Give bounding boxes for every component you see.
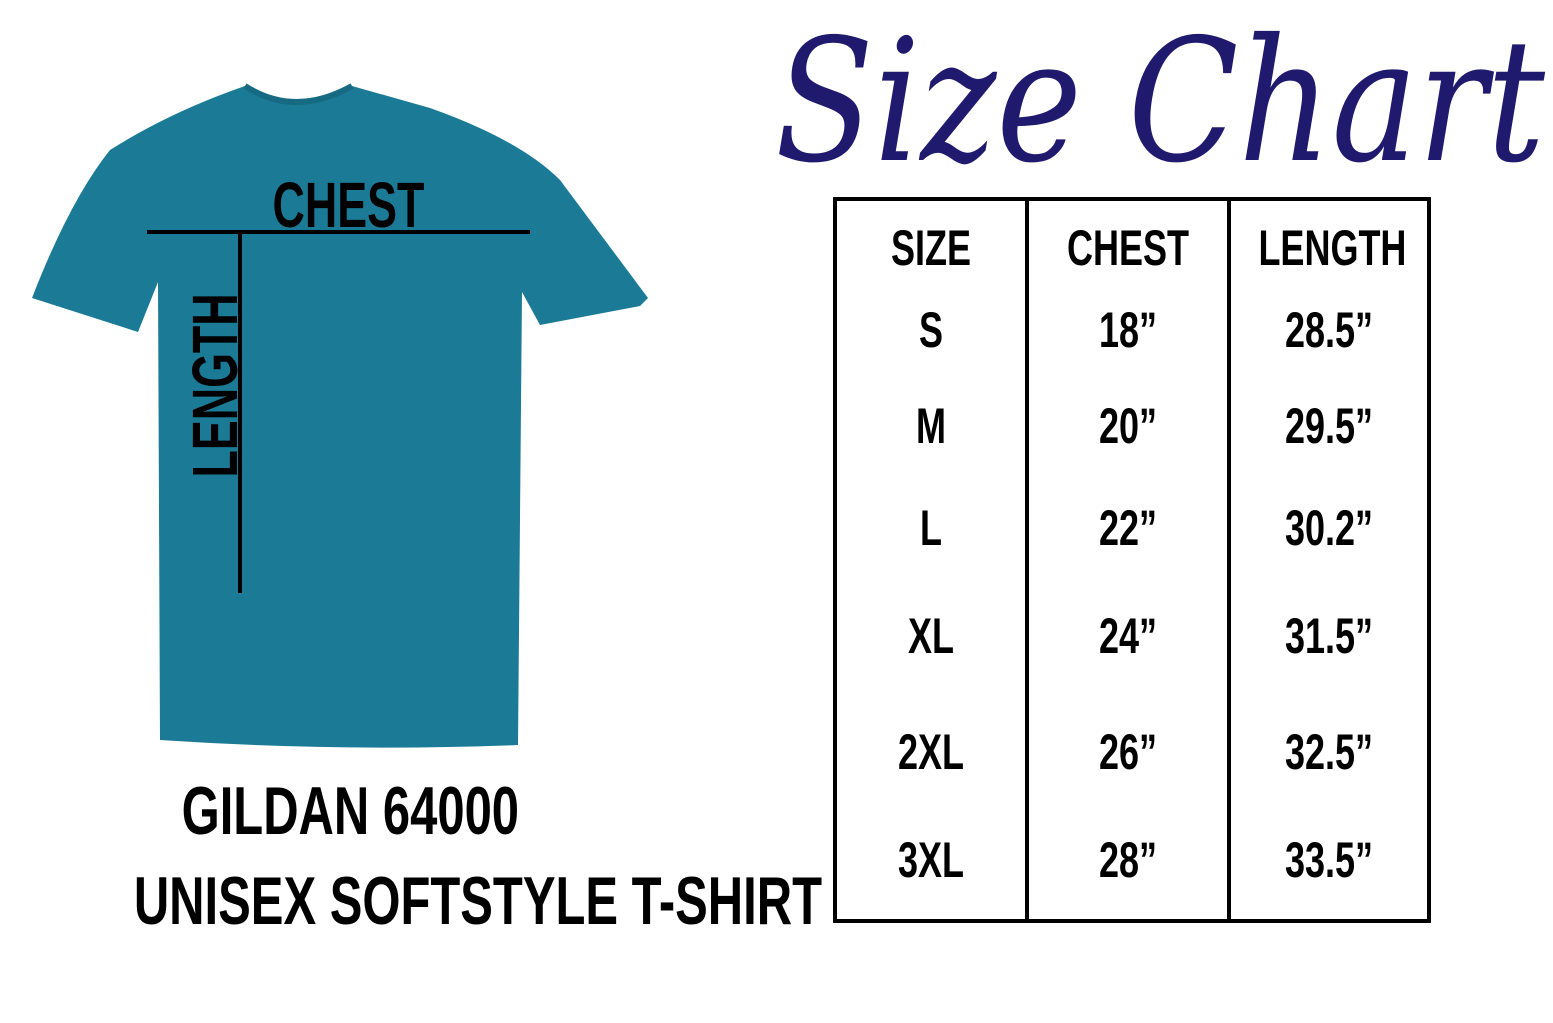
cell-chest: 26” — [1098, 724, 1158, 780]
size-chart-title: Size Chart — [775, 3, 1546, 200]
length-column: LENGTH 28.5” 29.5” 30.2” 31.5” 32.5” 33.5” — [1227, 201, 1427, 919]
cell-length: 28.5” — [1284, 302, 1374, 358]
chest-label: CHEST — [272, 169, 425, 241]
cell-size: 2XL — [897, 724, 965, 780]
tshirt-shape — [32, 86, 648, 748]
cell-chest: 28” — [1098, 832, 1158, 888]
length-label: LENGTH — [179, 293, 251, 478]
tshirt-illustration — [32, 83, 648, 748]
size-table: SIZE S M L XL 2XL 3XL CHEST 18” 20” 22” 24” 26” 28” … — [833, 197, 1431, 923]
cell-length: 29.5” — [1284, 398, 1374, 454]
header-size: SIZE — [890, 220, 972, 276]
chest-label-wrap: CHEST — [240, 168, 430, 242]
cell-chest: 20” — [1098, 398, 1158, 454]
length-label-wrap: LENGTH — [178, 293, 252, 517]
cell-size: M — [916, 398, 946, 454]
cell-size: XL — [907, 608, 955, 664]
product-name: UNISEX SOFTSTYLE T-SHIRT — [133, 863, 823, 939]
cell-chest: 24” — [1098, 608, 1158, 664]
cell-length: 32.5” — [1284, 724, 1374, 780]
cell-chest: 18” — [1098, 302, 1158, 358]
product-model: GILDAN 64000 — [181, 773, 519, 849]
header-length: LENGTH — [1258, 220, 1407, 276]
cell-size: L — [919, 500, 942, 556]
header-chest: CHEST — [1066, 220, 1190, 276]
chest-column: CHEST 18” 20” 22” 24” 26” 28” — [1025, 201, 1227, 919]
size-column: SIZE S M L XL 2XL 3XL — [837, 201, 1025, 919]
cell-chest: 22” — [1098, 500, 1158, 556]
cell-length: 31.5” — [1284, 608, 1374, 664]
cell-length: 30.2” — [1284, 500, 1374, 556]
cell-length: 33.5” — [1284, 832, 1374, 888]
cell-size: 3XL — [897, 832, 965, 888]
title-text: Size Chart — [775, 3, 1546, 200]
cell-size: S — [918, 302, 944, 358]
